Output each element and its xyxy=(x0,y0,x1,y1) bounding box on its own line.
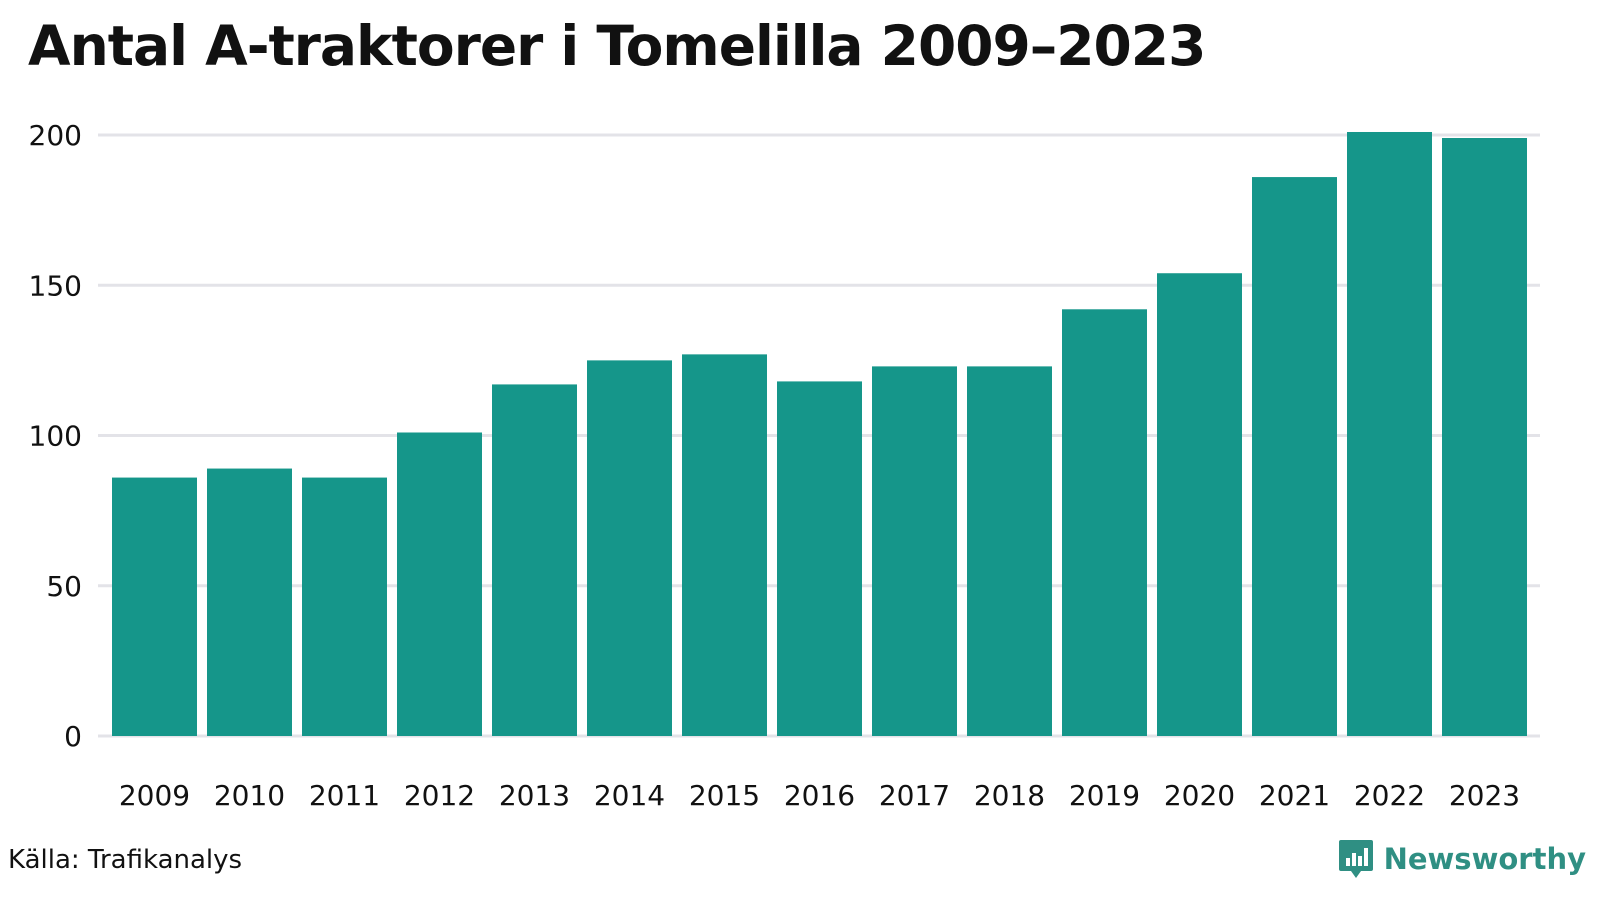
y-axis-ticks: 0 50 100 150 200 xyxy=(29,119,82,753)
x-tick-label: 2011 xyxy=(309,779,380,812)
bar-2018 xyxy=(967,366,1052,736)
bar-2012 xyxy=(397,432,482,736)
x-tick-label: 2021 xyxy=(1259,779,1330,812)
x-tick-label: 2019 xyxy=(1069,779,1140,812)
brand-logo: Newsworthy xyxy=(1338,838,1586,880)
bar-2010 xyxy=(207,468,292,736)
x-tick-label: 2020 xyxy=(1164,779,1235,812)
bar-2021 xyxy=(1252,177,1337,736)
y-tick-label: 150 xyxy=(29,269,82,302)
y-tick-label: 100 xyxy=(29,420,82,453)
x-tick-label: 2014 xyxy=(594,779,665,812)
bar-2015 xyxy=(682,354,767,736)
bars xyxy=(112,131,1527,736)
brand-name: Newsworthy xyxy=(1383,842,1586,876)
bar-2019 xyxy=(1062,309,1147,736)
bar-2022 xyxy=(1347,131,1432,736)
bar-chart-icon xyxy=(1338,840,1373,878)
chart-title: Antal A-traktorer i Tomelilla 2009–2023 xyxy=(28,14,1206,78)
x-tick-label: 2009 xyxy=(119,779,190,812)
x-tick-label: 2022 xyxy=(1354,779,1425,812)
x-tick-label: 2016 xyxy=(784,779,855,812)
x-tick-label: 2017 xyxy=(879,779,950,812)
bar-2020 xyxy=(1157,273,1242,736)
bar-2014 xyxy=(587,360,672,736)
x-tick-label: 2018 xyxy=(974,779,1045,812)
x-tick-label: 2015 xyxy=(689,779,760,812)
bar-2009 xyxy=(112,477,197,736)
bar-2023 xyxy=(1442,138,1527,736)
x-tick-label: 2010 xyxy=(214,779,285,812)
x-tick-label: 2023 xyxy=(1449,779,1520,812)
x-axis-ticks: 2009 2010 2011 2012 2013 2014 2015 2016 2017 2018… xyxy=(119,779,1520,812)
y-tick-label: 0 xyxy=(64,720,82,753)
bar-2017 xyxy=(872,366,957,736)
bar-2013 xyxy=(492,384,577,736)
source-note: Källa: Trafikanalys xyxy=(8,845,243,875)
x-tick-label: 2012 xyxy=(404,779,475,812)
y-tick-label: 50 xyxy=(46,570,82,603)
bar-2016 xyxy=(777,381,862,736)
y-tick-label: 200 xyxy=(29,119,82,152)
bar-2011 xyxy=(302,477,387,736)
x-tick-label: 2013 xyxy=(499,779,570,812)
